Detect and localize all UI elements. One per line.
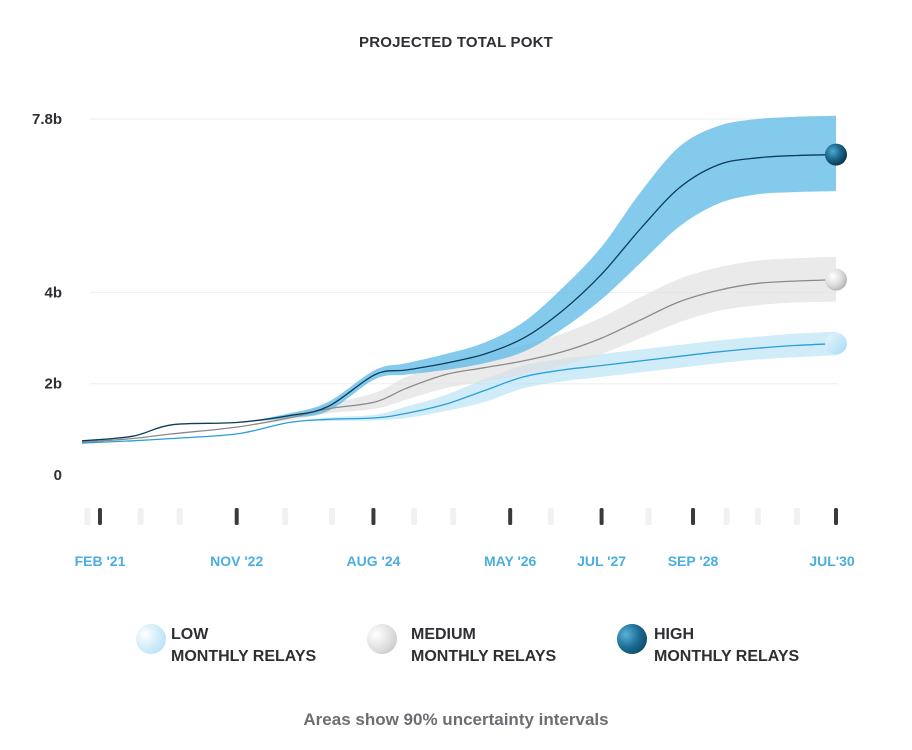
x-tick-label: JUL'30 [809, 553, 855, 569]
x-axis: FEB '21 NOV '22 AUG '24 MAY '26 JUL '27 SEP '… [75, 508, 855, 569]
legend-label-medium: MEDIUM MONTHLY RELAYS [411, 624, 556, 668]
legend-label-medium-line2: MONTHLY RELAYS [411, 648, 557, 665]
x-minor-tick [645, 508, 652, 525]
x-minor-tick [411, 508, 418, 525]
x-major-tick [599, 508, 604, 525]
y-tick-label: 2b [44, 376, 62, 393]
x-minor-tick [754, 508, 761, 525]
x-tick-label: SEP '28 [668, 553, 719, 569]
end-marker-medium [825, 268, 847, 291]
x-minor-tick [137, 508, 144, 525]
x-major-tick [508, 508, 513, 525]
legend: LOW MONTHLY RELAYS MEDIUM MONTHLY RELAYS… [0, 622, 912, 672]
series-line-medium [81, 279, 837, 443]
legend-label-high: HIGH MONTHLY RELAYS [654, 624, 799, 668]
y-tick-label: 4b [44, 284, 62, 301]
legend-swatch-low [136, 624, 166, 654]
x-major-tick [97, 508, 102, 525]
x-major-tick [371, 508, 376, 525]
legend-label-low-line1: LOW [171, 626, 209, 643]
x-tick-label: MAY '26 [484, 553, 537, 569]
end-marker-high [825, 143, 847, 166]
chart-plot: 0 2b 4b 7.8b FEB '21 NOV '22 AUG '24 MAY '26 JU… [32, 111, 855, 569]
legend-label-high-line2: MONTHLY RELAYS [654, 648, 800, 665]
x-minor-tick [282, 508, 289, 525]
x-tick-label: JUL '27 [577, 553, 626, 569]
series-line-low [81, 342, 837, 444]
legend-label-high-line1: HIGH [654, 626, 694, 643]
chart-title: PROJECTED TOTAL POKT [358, 34, 554, 51]
x-tick-label: FEB '21 [75, 553, 126, 569]
y-tick-label: 7.8b [32, 111, 62, 128]
legend-label-medium-line1: MEDIUM [411, 626, 476, 643]
band-medium [82, 256, 836, 443]
x-major-tick [691, 508, 696, 525]
x-major-tick [234, 508, 239, 525]
series-end-markers [825, 143, 847, 355]
band-low [82, 331, 836, 444]
x-minor-tick [793, 508, 800, 525]
chart-footnote: Areas show 90% uncertainty intervals [303, 710, 609, 729]
end-marker-low [825, 332, 847, 355]
y-tick-label: 0 [54, 467, 62, 484]
legend-swatch-high [617, 624, 647, 654]
y-axis: 0 2b 4b 7.8b [32, 111, 62, 484]
x-minor-tick [547, 508, 554, 525]
x-tick-label: AUG '24 [346, 553, 400, 569]
series-line-high [81, 153, 837, 442]
x-minor-tick [176, 508, 183, 525]
x-major-tick [834, 508, 838, 525]
legend-label-low: LOW MONTHLY RELAYS [171, 624, 316, 668]
legend-swatch-medium [367, 624, 397, 654]
x-minor-tick [84, 508, 91, 525]
band-high [82, 115, 836, 441]
x-minor-tick [723, 508, 730, 525]
legend-label-low-line2: MONTHLY RELAYS [171, 648, 317, 665]
series-lines [81, 153, 837, 444]
x-minor-tick [450, 508, 457, 525]
x-tick-label: NOV '22 [210, 553, 263, 569]
uncertainty-bands [82, 115, 836, 444]
x-minor-tick [329, 508, 336, 525]
